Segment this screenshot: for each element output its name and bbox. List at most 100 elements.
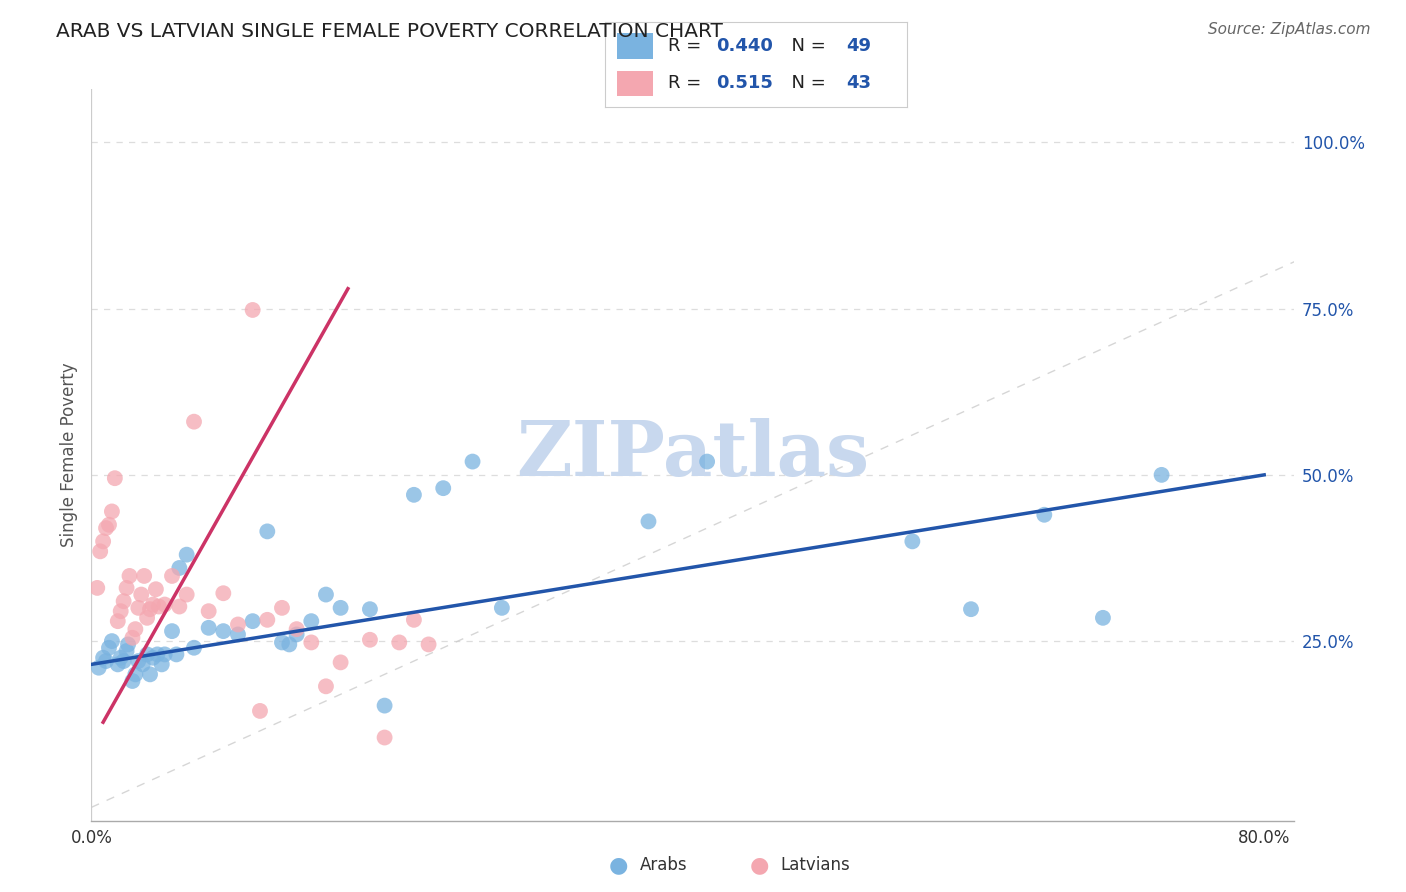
Text: R =: R =	[668, 37, 707, 55]
Point	[118, 569, 141, 583]
Point	[278, 637, 301, 651]
Point	[271, 600, 294, 615]
Point	[1033, 508, 1056, 522]
Point	[299, 614, 322, 628]
Point	[359, 602, 381, 616]
Point	[226, 627, 249, 641]
Point	[242, 614, 264, 628]
Point	[315, 588, 337, 602]
Point	[901, 534, 924, 549]
Point	[142, 650, 165, 665]
Point	[150, 657, 173, 672]
Point	[104, 471, 127, 485]
Point	[112, 594, 135, 608]
Point	[176, 588, 198, 602]
Point	[110, 650, 132, 665]
Point	[101, 504, 124, 518]
Point	[169, 599, 191, 614]
Point	[212, 586, 235, 600]
Text: R =: R =	[668, 74, 713, 92]
Text: N =: N =	[780, 37, 831, 55]
Point	[115, 644, 138, 658]
Point	[131, 657, 153, 672]
Point	[418, 637, 440, 651]
Text: Source: ZipAtlas.com: Source: ZipAtlas.com	[1208, 22, 1371, 37]
Point	[134, 569, 156, 583]
Point	[142, 598, 165, 612]
Point	[359, 632, 381, 647]
Point	[139, 667, 162, 681]
Point	[242, 302, 264, 317]
Point	[299, 635, 322, 649]
Point	[136, 648, 159, 662]
Point	[226, 617, 249, 632]
Text: 43: 43	[846, 74, 872, 92]
Text: 0.515: 0.515	[717, 74, 773, 92]
Point	[127, 600, 149, 615]
Point	[285, 622, 308, 636]
Point	[107, 657, 129, 672]
Point	[329, 656, 352, 670]
Point	[491, 600, 513, 615]
Point	[91, 650, 114, 665]
Point	[129, 588, 152, 602]
Text: ●: ●	[609, 855, 628, 875]
Bar	[617, 33, 652, 59]
Point	[117, 637, 139, 651]
Point	[127, 654, 149, 668]
Point	[169, 561, 191, 575]
Point	[256, 524, 278, 539]
Point	[1091, 611, 1114, 625]
Point	[112, 654, 135, 668]
Point	[329, 600, 352, 615]
Point	[696, 454, 718, 468]
Point	[432, 481, 454, 495]
Point	[315, 679, 337, 693]
Point	[183, 415, 205, 429]
Y-axis label: Single Female Poverty: Single Female Poverty	[59, 363, 77, 547]
Point	[249, 704, 271, 718]
Point	[89, 544, 111, 558]
Point	[146, 648, 169, 662]
Text: 49: 49	[846, 37, 872, 55]
Point	[960, 602, 983, 616]
Point	[124, 667, 146, 681]
Point	[107, 614, 129, 628]
Point	[165, 648, 187, 662]
Point	[94, 654, 117, 668]
Point	[124, 622, 146, 636]
Text: 0.440: 0.440	[717, 37, 773, 55]
Point	[388, 635, 411, 649]
Point	[98, 640, 121, 655]
Point	[285, 627, 308, 641]
Point	[121, 631, 143, 645]
Point	[139, 602, 162, 616]
Point	[402, 613, 425, 627]
Point	[637, 515, 659, 529]
Point	[1150, 467, 1173, 482]
Point	[136, 611, 159, 625]
Point	[153, 598, 176, 612]
Point	[91, 534, 114, 549]
Text: ARAB VS LATVIAN SINGLE FEMALE POVERTY CORRELATION CHART: ARAB VS LATVIAN SINGLE FEMALE POVERTY CO…	[56, 22, 723, 41]
Point	[110, 604, 132, 618]
Point	[94, 521, 117, 535]
Point	[197, 621, 219, 635]
Point	[374, 731, 396, 745]
Point	[160, 569, 183, 583]
Point	[87, 661, 110, 675]
Point	[148, 599, 170, 614]
Point	[402, 488, 425, 502]
Point	[271, 635, 294, 649]
Point	[197, 604, 219, 618]
Point	[115, 581, 138, 595]
Point	[86, 581, 108, 595]
Point	[145, 582, 167, 597]
Point	[183, 640, 205, 655]
Point	[101, 634, 124, 648]
Point	[153, 648, 176, 662]
Point	[256, 613, 278, 627]
Point	[212, 624, 235, 639]
Point	[461, 454, 484, 468]
Point	[176, 548, 198, 562]
